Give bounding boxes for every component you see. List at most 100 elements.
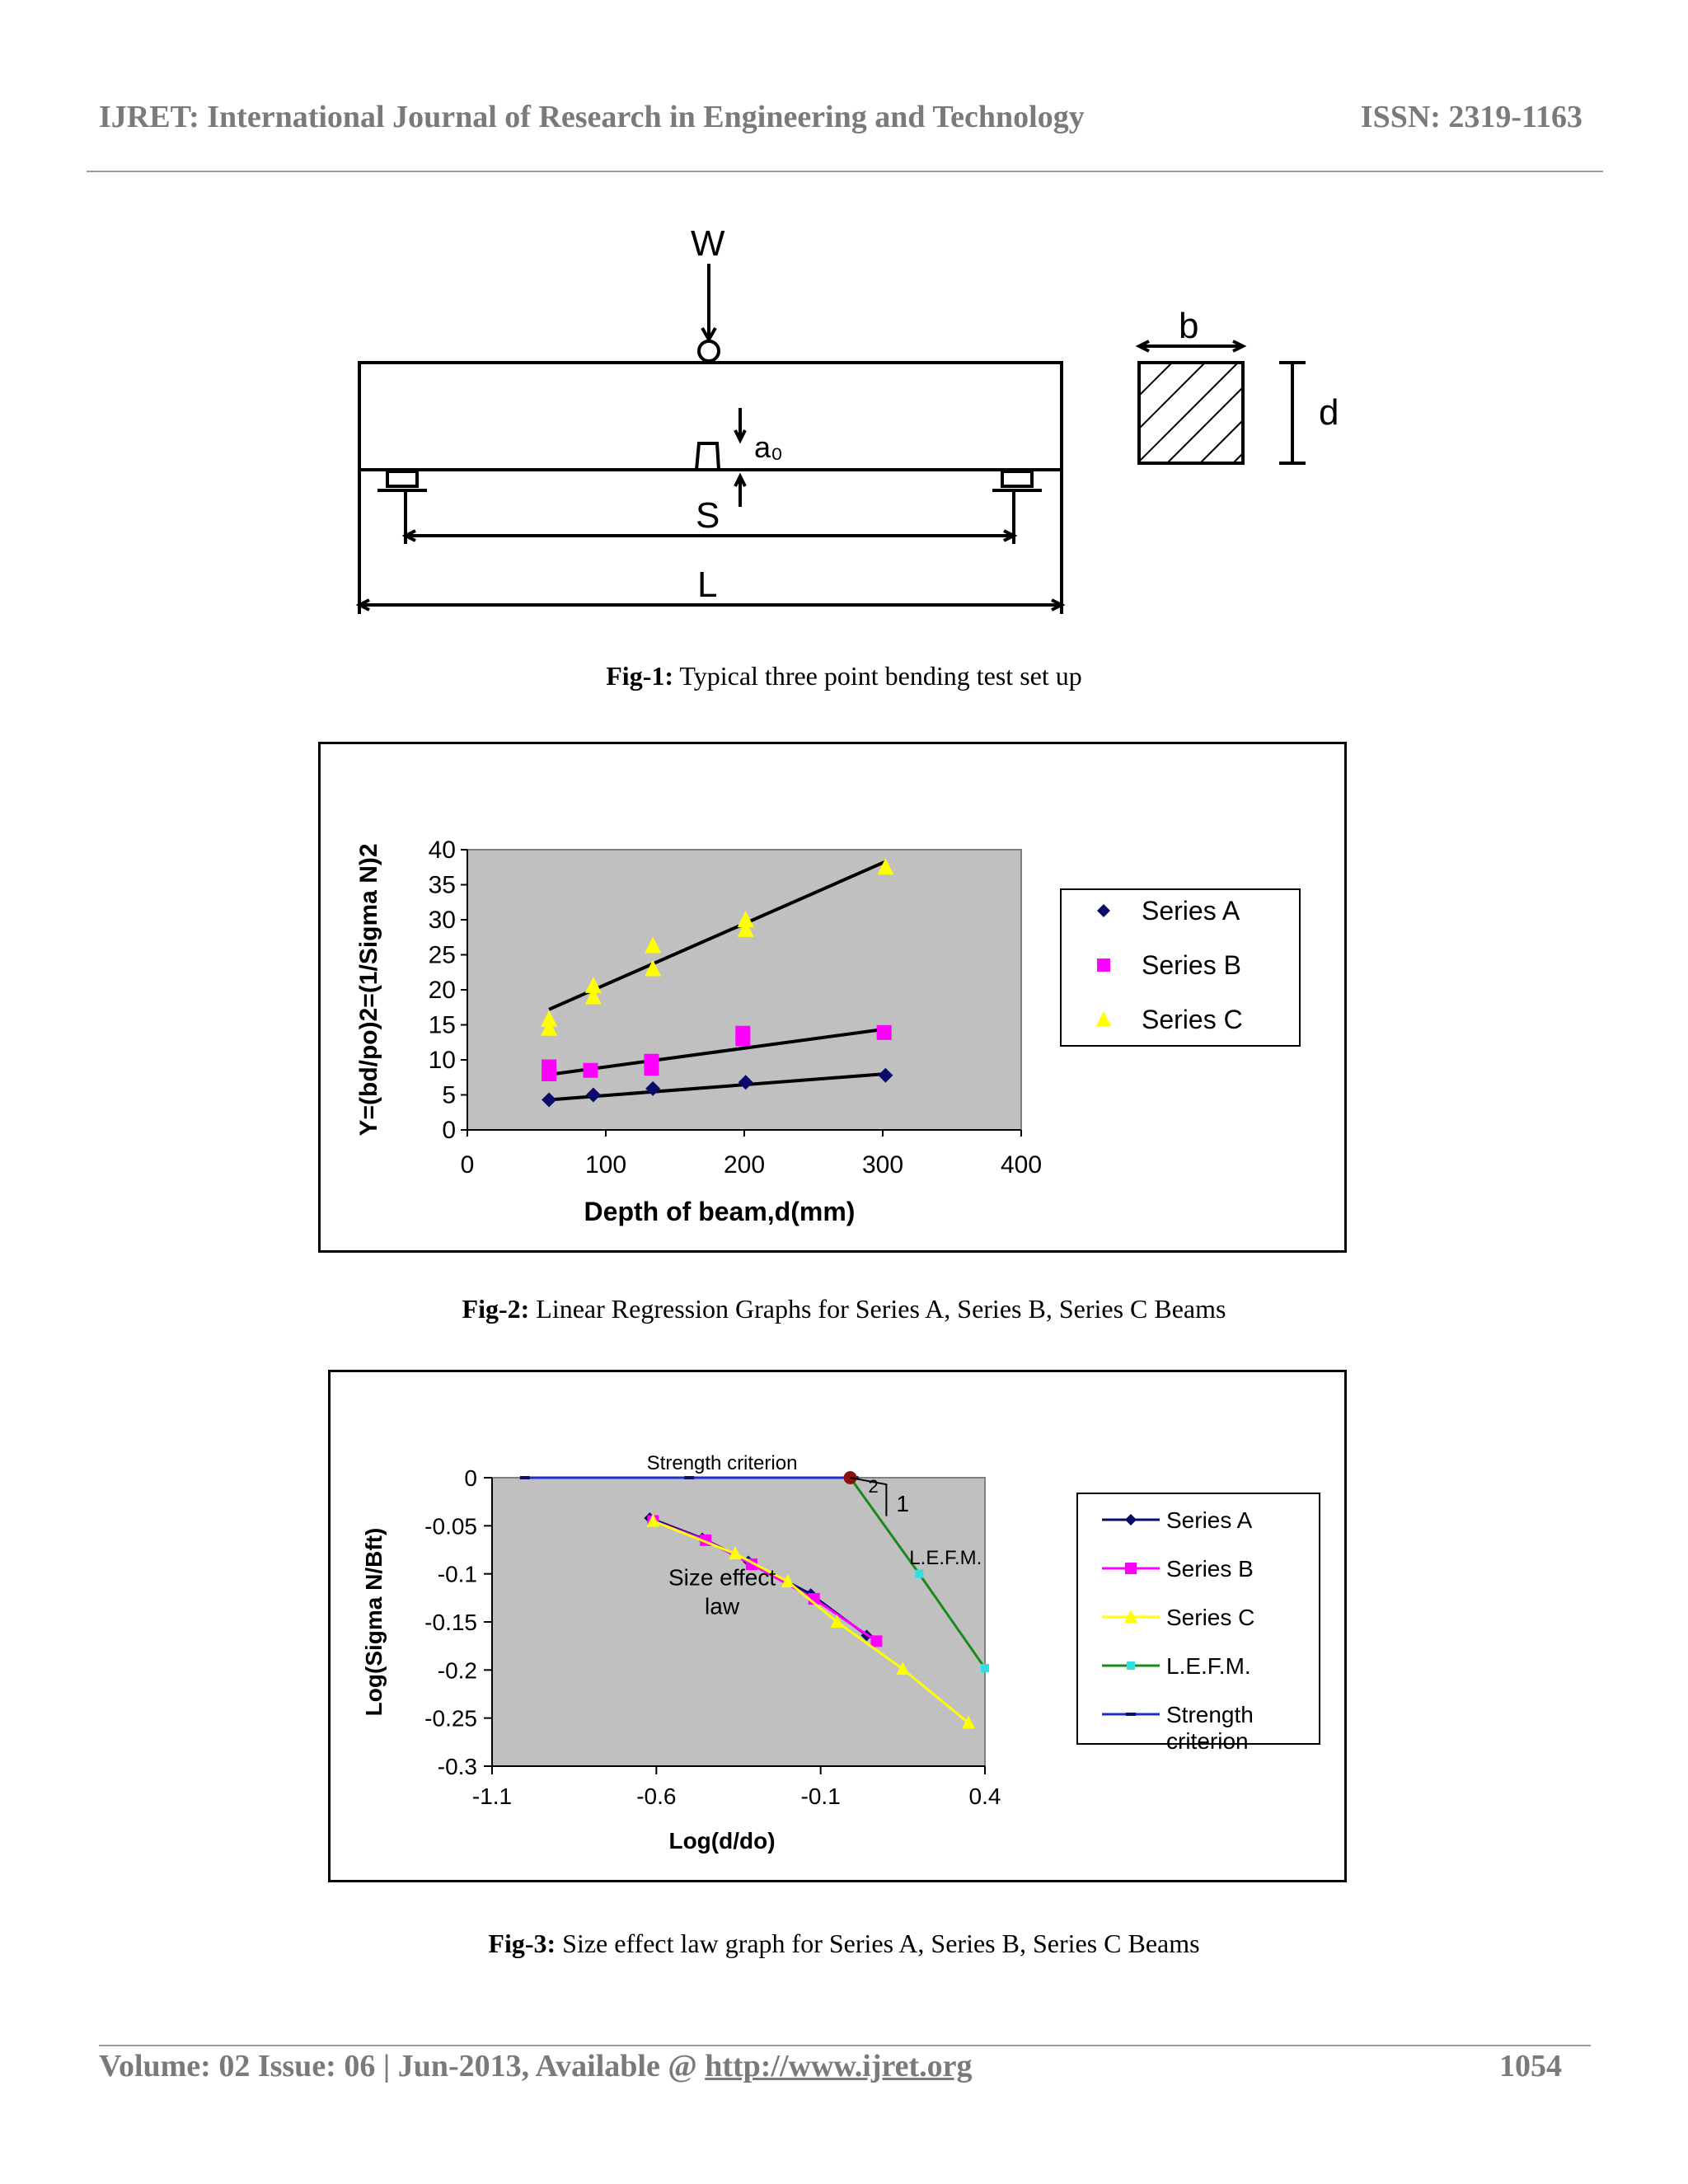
y-tick-label: -0.2: [438, 1657, 477, 1683]
legend-label: Series C: [1166, 1605, 1254, 1630]
y-tick-label: -0.1: [438, 1562, 477, 1587]
legend-marker: [1097, 958, 1110, 972]
x-tick-label: -0.6: [636, 1783, 676, 1809]
page-number: 1054: [1499, 2049, 1562, 2083]
plot-area: [491, 1477, 986, 1767]
x-tick-label: 0: [461, 1151, 475, 1179]
legend-marker: [1096, 1011, 1111, 1026]
legend-marker: [1124, 1610, 1137, 1623]
slope-label: 2: [868, 1476, 878, 1497]
data-point: [877, 858, 894, 875]
series-line: [652, 1520, 970, 1724]
data-point: [644, 1053, 659, 1069]
notch-label: a₀: [754, 430, 783, 464]
legend-label: Strength: [1166, 1702, 1254, 1727]
legend-marker: [1097, 904, 1110, 917]
trendline: [548, 1072, 886, 1102]
page-footer: Volume: 02 Issue: 06 | Jun-2013, Availab…: [99, 2048, 1562, 2097]
x-tick-label: 400: [1001, 1151, 1042, 1179]
y-tick-label: -0.25: [424, 1706, 477, 1732]
footer-volume: Volume: 02 Issue: 06 | Jun-2013, Availab…: [99, 2049, 973, 2083]
size-effect-label: Size effect: [668, 1565, 776, 1591]
legend-marker: [1126, 1713, 1136, 1716]
data-point: [645, 936, 662, 954]
legend-marker: [1125, 1563, 1137, 1574]
data-point: [737, 920, 754, 937]
legend-marker: [1127, 1661, 1135, 1670]
x-tick-label: 0.4: [969, 1783, 1001, 1809]
data-point: [830, 1615, 844, 1628]
legend-marker: [1125, 1514, 1137, 1526]
y-tick-label: 25: [429, 942, 456, 969]
data-point: [542, 1059, 557, 1075]
size-effect-label: law: [705, 1594, 740, 1619]
width-label: b: [1179, 306, 1198, 346]
left-support: [386, 470, 419, 488]
intersection-point: [843, 1471, 857, 1484]
journal-link[interactable]: http://www.ijret.org: [705, 2049, 973, 2083]
data-point: [542, 1092, 557, 1108]
fig3-frame: 0 -0.05 -0.1 -0.15 -0.2 -0.25 -0.3 -1.1 -0.6 -0.1…: [328, 1370, 1347, 1882]
span-label: S: [696, 495, 720, 536]
y-tick-label: 5: [442, 1082, 456, 1109]
y-tick-label: 10: [429, 1047, 456, 1074]
right-support: [1001, 470, 1034, 488]
journal-title: IJRET: International Journal of Research…: [99, 100, 1085, 134]
data-point: [870, 1635, 883, 1647]
x-tick-label: -1.1: [472, 1783, 512, 1809]
data-point: [876, 1024, 892, 1040]
fig3-caption: Fig-3: Size effect law graph for Series …: [488, 1929, 1200, 1958]
beam: [358, 361, 1063, 471]
data-point: [541, 1010, 558, 1027]
legend-box: [1076, 1493, 1320, 1745]
y-tick-label: 15: [429, 1012, 456, 1039]
y-tick-label: 40: [429, 837, 456, 864]
x-axis-label: Depth of beam,d(mm): [584, 1197, 856, 1226]
lefm-label: L.E.F.M.: [909, 1547, 982, 1569]
data-point: [737, 911, 754, 927]
length-label: L: [697, 565, 717, 605]
fig3-chart: 0 -0.05 -0.1 -0.15 -0.2 -0.25 -0.3 -1.1 -0.6 -0.1…: [361, 1452, 1320, 1854]
y-tick-label: 30: [429, 907, 456, 934]
y-tick-label: -0.3: [438, 1754, 477, 1779]
fig2-caption: Fig-2: Linear Regression Graphs for Seri…: [462, 1294, 1226, 1324]
fig1-caption: Fig-1: Typical three point bending test …: [606, 661, 1082, 691]
footer-rule: [99, 2045, 1591, 2046]
data-point: [781, 1574, 795, 1587]
x-axis-label: Log(d/do): [668, 1828, 775, 1854]
data-point: [645, 959, 662, 977]
data-point: [584, 976, 602, 993]
fig1-diagram: W a₀ S L b d: [355, 223, 1339, 614]
y-tick-label: 0: [442, 1117, 456, 1144]
y-tick-label: 20: [429, 977, 456, 1004]
y-tick-label: -0.15: [424, 1610, 477, 1635]
y-tick-label: 0: [464, 1465, 477, 1491]
issn: ISSN: 2319-1163: [1360, 100, 1582, 134]
data-point: [729, 1546, 743, 1560]
x-tick-label: 100: [585, 1151, 626, 1179]
data-point: [585, 1087, 601, 1103]
data-point: [981, 1664, 989, 1672]
legend-label: Series C: [1142, 1005, 1243, 1034]
y-tick-label: 35: [429, 872, 456, 899]
data-point: [915, 1569, 924, 1578]
data-point: [584, 987, 602, 1005]
cross-section: [1137, 361, 1245, 465]
legend-label: Series A: [1166, 1507, 1253, 1533]
notch: [695, 442, 720, 471]
data-point: [519, 1476, 530, 1479]
legend-label: Series A: [1142, 896, 1240, 926]
x-tick-label: 200: [724, 1151, 765, 1179]
data-point: [878, 1067, 893, 1083]
slope-label: 1: [896, 1491, 909, 1516]
legend-label: criterion: [1166, 1728, 1249, 1754]
y-axis-label: Log(Sigma N/Bft): [361, 1528, 387, 1717]
data-point: [738, 1075, 753, 1090]
data-point: [541, 1019, 558, 1036]
legend-label: L.E.F.M.: [1166, 1653, 1251, 1679]
fig2-frame: 0 5 10 15 20 25 30 35 40 0 100 200 300 400 Depth of be…: [318, 742, 1347, 1253]
load-roller: [697, 340, 720, 363]
header-rule: [87, 171, 1603, 172]
trendline: [548, 860, 887, 1011]
